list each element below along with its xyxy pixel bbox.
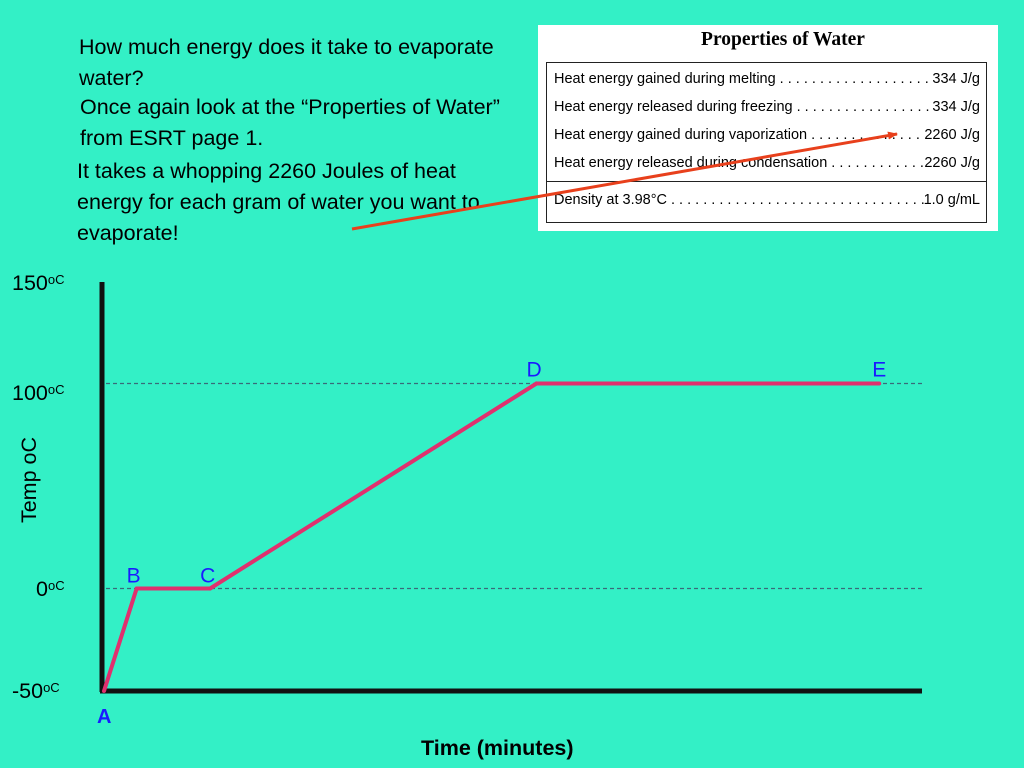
property-value: 1.0 g/mL <box>923 192 980 208</box>
instruction-text: Once again look at the “Properties of Wa… <box>80 95 500 150</box>
point-label-D: D <box>526 359 541 382</box>
answer-text: It takes a whopping 2260 Joules of heat … <box>77 159 480 245</box>
y-tick-label: 100oC <box>12 381 65 405</box>
table-divider <box>547 181 986 182</box>
property-label: Heat energy released during freezing <box>554 99 793 115</box>
property-row: Heat energy gained during vaporization 22… <box>554 126 980 144</box>
property-label: Heat energy gained during vaporization <box>554 127 808 143</box>
question-text: How much energy does it take to evaporat… <box>79 35 494 90</box>
property-row: Heat energy gained during melting 334 J/g <box>554 70 980 88</box>
property-value: 2260 J/g <box>924 155 980 171</box>
point-label-A: A <box>97 706 111 728</box>
property-value: 334 J/g <box>932 99 980 115</box>
annotation-arrow <box>351 131 898 231</box>
curve-segment-CD <box>208 381 539 591</box>
y-tick-label: 0oC <box>36 577 65 601</box>
property-label: Heat energy gained during melting <box>554 71 776 87</box>
x-axis-label: Time (minutes) <box>421 736 574 760</box>
point-label-E: E <box>872 359 886 382</box>
point-label-B: B <box>127 565 141 588</box>
property-label: Density at 3.98°C <box>554 192 667 208</box>
curve-segment-AB <box>102 586 139 693</box>
property-value: 2260 J/g <box>924 127 980 143</box>
property-row: Heat energy released during freezing 334 … <box>554 98 980 116</box>
property-value: 334 J/g <box>932 71 980 87</box>
y-tick-label: 150oC <box>12 271 65 295</box>
properties-table-title: Properties of Water <box>701 29 865 50</box>
point-label-C: C <box>200 565 215 588</box>
y-tick-label: -50oC <box>12 679 60 703</box>
property-row: Density at 3.98°C 1.0 g/mL <box>554 191 980 209</box>
